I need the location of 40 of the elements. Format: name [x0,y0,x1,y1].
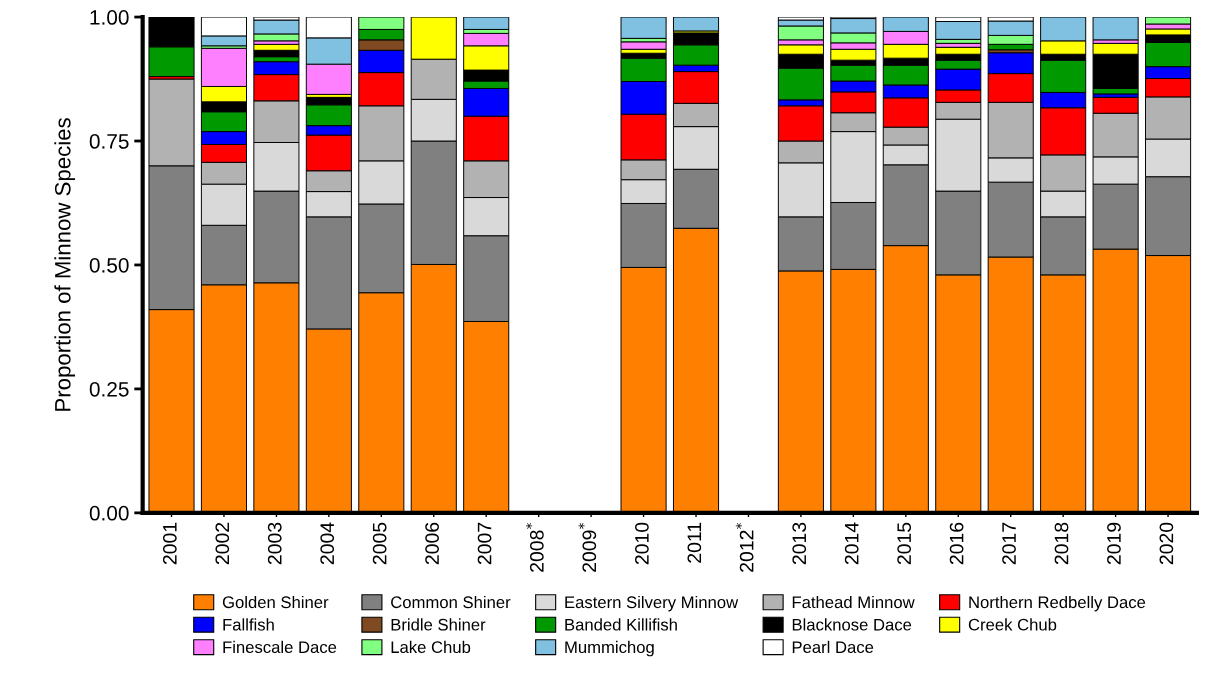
x-tick-label: 2018 [1054,522,1069,565]
legend-label: Fathead Minnow [792,595,915,609]
legend-label: Common Shiner [391,595,511,609]
x-tick-label: 2019 [1107,522,1121,565]
x-tick-label: 2003 [267,522,282,565]
x-tick-label: 2004 [320,522,335,565]
y-tick-label: 0.50 [89,257,129,273]
x-tick-label: 2012$^{*}$ [735,522,754,572]
legend-label: Lake Chub [391,640,471,654]
legend-label: Bridle Shiner [391,618,486,631]
y-axis-title: Proportion of Minnow Species [54,118,76,411]
x-tick-label: 2005 [372,522,387,565]
x-tick-label: 2008$^{*}$ [525,522,544,572]
legend-label: Northern Redbelly Dace [969,595,1146,612]
x-tick-label: 2010 [635,522,649,565]
x-tick-label: 2002 [215,522,230,565]
x-tick-label: 2001 [162,522,177,565]
y-tick-label: 0.25 [89,381,129,397]
x-tick-label: 2017 [1002,522,1016,565]
legend-label: Finescale Dace [223,640,337,654]
x-tick-label: 2006 [425,522,439,565]
legend-label: Blacknose Dace [792,618,912,631]
legend-label: Mummichog [565,640,654,657]
x-tick-label: 2009$^{*}$ [578,522,597,572]
x-tick-label: 2013 [792,522,807,565]
legend-label: Fallfish [223,618,274,631]
x-tick-label: 2020 [1159,522,1174,565]
legend-label: Golden Shiner [222,595,329,609]
y-tick-label: 1.00 [90,10,129,25]
legend-label: Banded Killifish [565,618,677,631]
legend-label: Creek Chub [968,618,1057,631]
x-tick-label: 2016 [949,522,964,565]
y-tick-label: 0.00 [89,505,129,521]
legend-label: Eastern Silvery Minnow [565,595,739,612]
y-tick-label: 0.75 [89,134,129,149]
x-tick-label: 2007 [477,522,492,565]
x-tick-label: 2014 [844,522,859,565]
x-tick-label: 2011 [687,522,702,563]
x-tick-label: 2015 [897,522,912,565]
legend-label: Pearl Dace [792,640,874,654]
